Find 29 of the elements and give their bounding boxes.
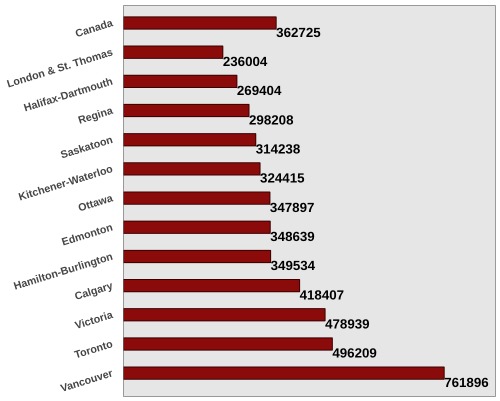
- bar: [124, 74, 238, 88]
- data-label: 298208: [249, 112, 294, 128]
- y-tick-label: Toronto: [73, 338, 115, 362]
- bar: [124, 308, 326, 322]
- data-label: 478939: [325, 316, 370, 332]
- bar: [124, 337, 333, 351]
- bar: [124, 220, 271, 234]
- bar: [124, 191, 270, 205]
- bar: [124, 162, 261, 176]
- data-label: 362725: [276, 24, 322, 40]
- y-tick-label: Canada: [74, 17, 114, 40]
- bar: [124, 278, 300, 292]
- data-label: 418407: [300, 287, 344, 302]
- data-label: 269404: [236, 83, 282, 98]
- data-label: 314238: [256, 141, 300, 156]
- data-label: 496209: [332, 346, 377, 361]
- data-label: 324415: [260, 170, 306, 186]
- bar: [124, 104, 250, 118]
- data-label: 349534: [270, 258, 316, 274]
- bar: [124, 250, 272, 264]
- data-label: 761896: [444, 374, 489, 390]
- bar: [124, 133, 256, 146]
- y-tick-label: Victoria: [74, 309, 114, 332]
- bar: [124, 16, 277, 30]
- data-label: 236004: [222, 54, 268, 69]
- data-label: 347897: [270, 200, 314, 215]
- data-label: 348639: [270, 229, 315, 244]
- bar: [124, 46, 224, 59]
- bar: [124, 366, 445, 380]
